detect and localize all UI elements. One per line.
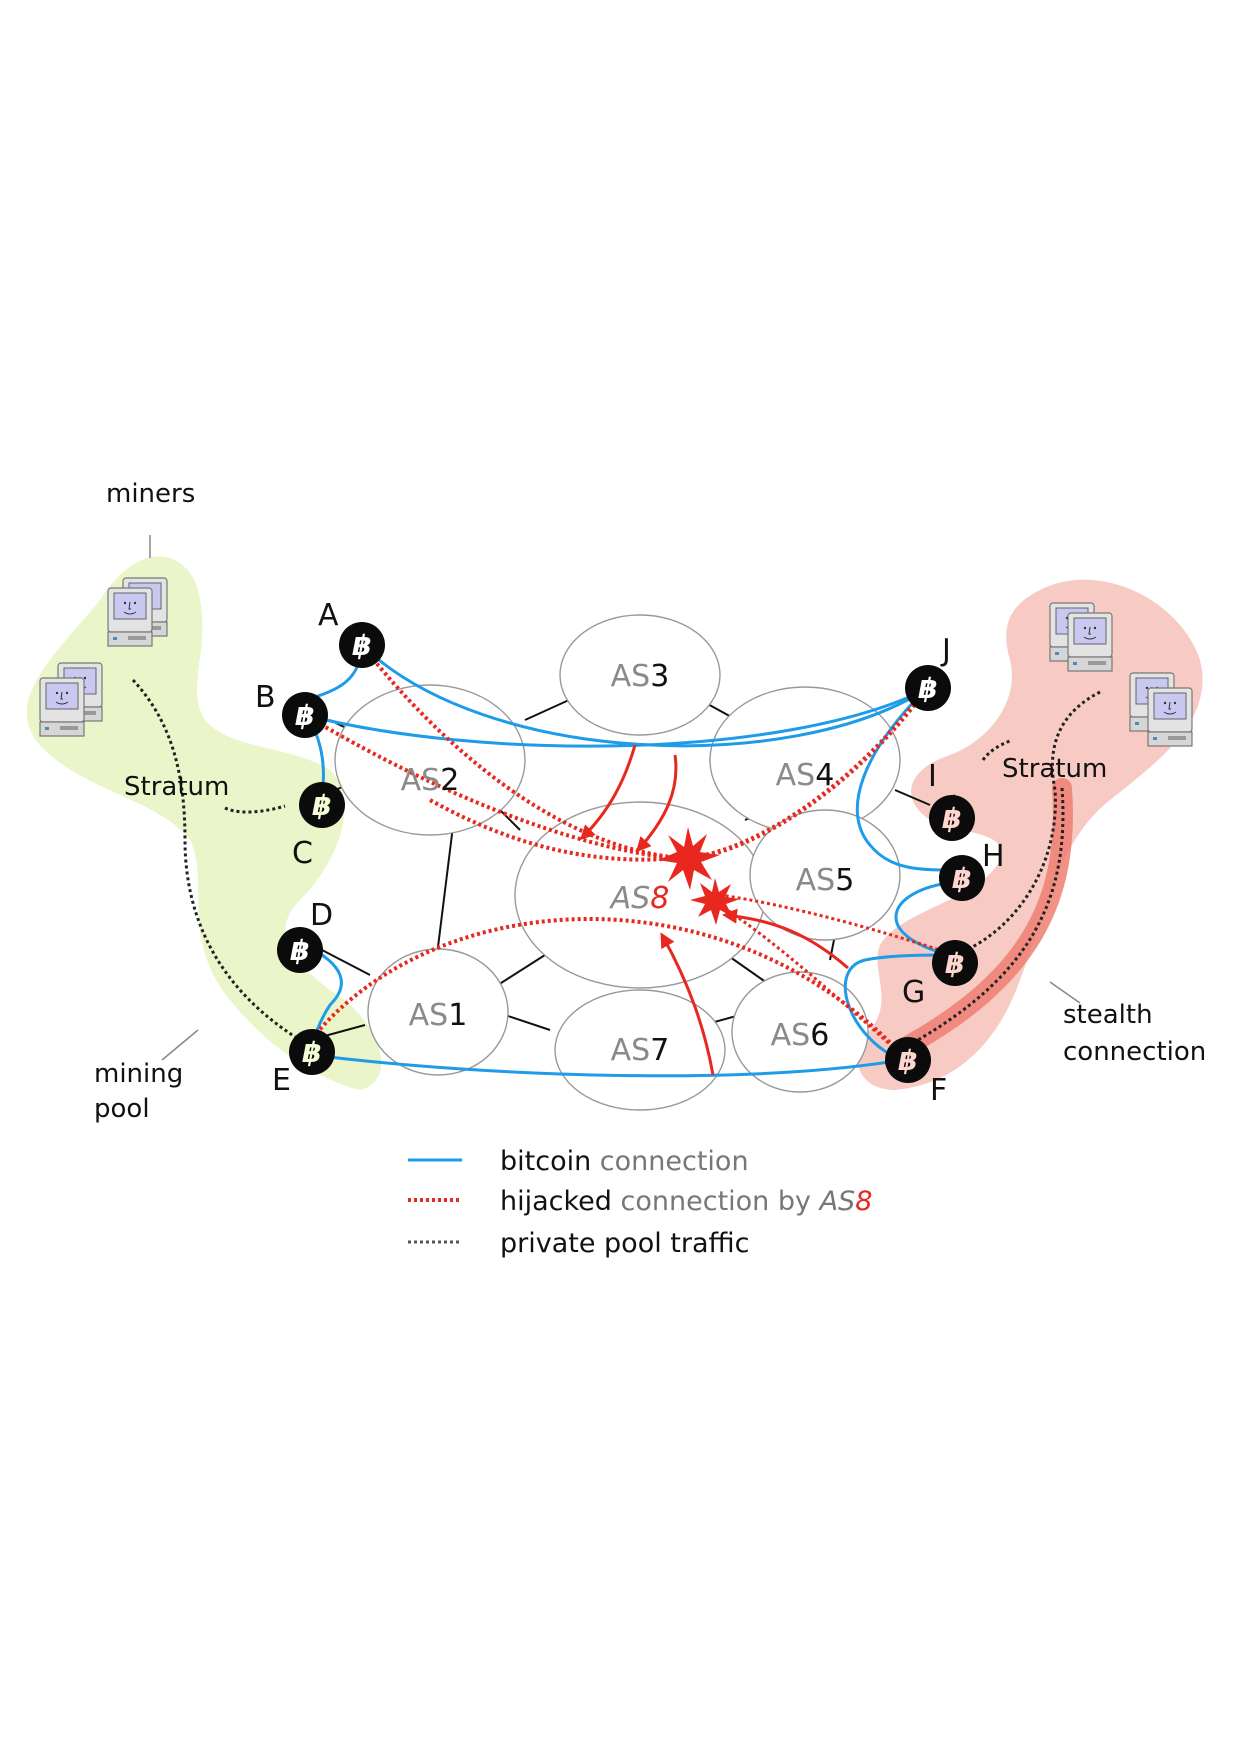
node-label-g: G — [902, 975, 925, 1010]
private-pool-traffic — [131, 678, 1101, 1052]
as7-label: AS7 — [611, 1033, 670, 1068]
as3-label: AS3 — [611, 659, 670, 694]
node-label-d: D — [310, 898, 333, 933]
miner-computer-icon — [39, 677, 85, 737]
bitcoin-icon — [277, 927, 323, 973]
node-label-a: A — [318, 598, 339, 633]
node-labels: A B CD E F G H I J — [255, 598, 1005, 1108]
hijack-star-lower — [690, 878, 740, 925]
node-label-e: E — [272, 1063, 291, 1098]
right-miners-group-top — [1049, 602, 1113, 672]
bitcoin-icon — [939, 855, 985, 901]
stratum-right-label: Stratum — [1002, 754, 1107, 784]
bitcoin-node-c: ฿ — [299, 782, 345, 828]
bitcoin-icon — [905, 665, 951, 711]
bitcoin-icon — [289, 1029, 335, 1075]
bitcoin-icon — [299, 782, 345, 828]
bitcoin-icon — [282, 692, 328, 738]
as4-label: AS4 — [776, 758, 835, 793]
as-clouds — [334, 614, 901, 1111]
as2-cloud — [334, 684, 526, 836]
hijacked-connections — [303, 643, 956, 1057]
bitcoin-node-i: ฿ — [929, 795, 975, 841]
as3-cloud — [559, 614, 721, 736]
node-label-i: I — [928, 759, 937, 794]
node-label-f: F — [930, 1073, 947, 1108]
legend-bitcoin-text: bitcoin connection — [500, 1146, 749, 1177]
node-label-h: H — [982, 839, 1005, 874]
as6-cloud — [731, 971, 869, 1093]
left-miners-group-top — [107, 577, 168, 647]
as-labels: AS1 AS2 AS3 AS4 AS5 AS6 AS7 AS8 — [401, 659, 855, 1068]
connection-label: connection — [1063, 1037, 1206, 1067]
bitcoin-symbol: ฿ — [898, 1044, 917, 1077]
as8-label: AS8 — [609, 881, 670, 916]
as1-label: AS1 — [409, 998, 468, 1033]
mining-label: mining — [94, 1059, 183, 1089]
bitcoin-nodes: ฿฿฿฿฿ ฿฿฿฿฿ — [277, 622, 985, 1083]
bitcoin-node-g: ฿ — [932, 940, 978, 986]
bitcoin-node-f: ฿ — [885, 1037, 931, 1083]
as5-label: AS5 — [796, 863, 855, 898]
mining-pool-pointer-line — [161, 1029, 199, 1061]
as2-label: AS2 — [401, 763, 460, 798]
hijack-star-upper — [658, 827, 720, 890]
node-label-j: J — [940, 633, 951, 668]
legend-hijacked-text: hijacked connection by AS8 — [500, 1186, 872, 1217]
bitcoin-icon — [929, 795, 975, 841]
bitcoin-symbol: ฿ — [945, 947, 964, 980]
pool-label: pool — [94, 1094, 150, 1124]
miner-computer-icon — [1147, 687, 1193, 747]
as6-label: AS6 — [771, 1018, 830, 1053]
node-label-c: C — [292, 836, 313, 871]
bitcoin-node-d: ฿ — [277, 927, 323, 973]
miner-computer-icon — [107, 587, 153, 647]
stealth-label: stealth — [1063, 1000, 1153, 1030]
bitcoin-symbol: ฿ — [952, 862, 971, 895]
legend: bitcoin connection hijacked connection b… — [408, 1146, 872, 1259]
bitcoin-symbol: ฿ — [352, 629, 371, 662]
bitcoin-symbol: ฿ — [302, 1036, 321, 1069]
bitcoin-node-e: ฿ — [289, 1029, 335, 1075]
bitcoin-icon — [885, 1037, 931, 1083]
stealth-pointer-line — [1049, 981, 1081, 1004]
legend-private-text: private pool traffic — [500, 1228, 750, 1259]
as7-cloud — [554, 989, 726, 1111]
stratum-left-label: Stratum — [124, 772, 229, 802]
miners-label: miners — [106, 479, 195, 509]
hijack-arrows — [579, 744, 849, 1076]
bitcoin-symbol: ฿ — [290, 934, 309, 967]
node-label-b: B — [255, 680, 276, 715]
miner-computer-icon — [1067, 612, 1113, 672]
bitcoin-node-j: ฿ — [905, 665, 951, 711]
bitcoin-icon — [339, 622, 385, 668]
bitcoin-symbol: ฿ — [942, 802, 961, 835]
bitcoin-node-a: ฿ — [339, 622, 385, 668]
bitcoin-node-b: ฿ — [282, 692, 328, 738]
bitcoin-node-h: ฿ — [939, 855, 985, 901]
bitcoin-symbol: ฿ — [918, 672, 937, 705]
bitcoin-symbol: ฿ — [312, 789, 331, 822]
bitcoin-icon — [932, 940, 978, 986]
bitcoin-symbol: ฿ — [295, 699, 314, 732]
